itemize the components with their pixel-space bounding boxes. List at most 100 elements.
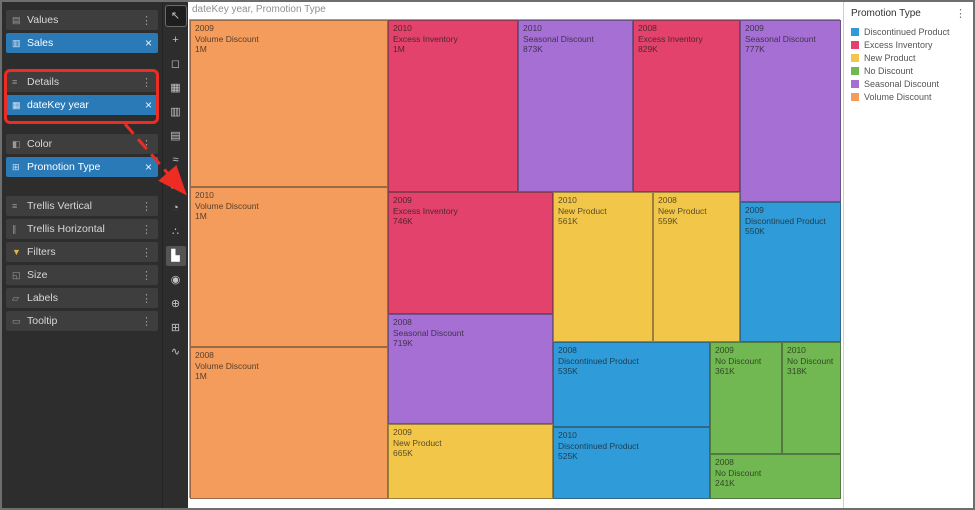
- treemap-tile-2008-seasonal-discount[interactable]: 2008 Seasonal Discount 719K: [388, 314, 553, 424]
- section-menu-icon[interactable]: ⋮: [141, 269, 152, 282]
- tile-value: 1M: [195, 371, 207, 381]
- tile-category: Excess Inventory: [638, 33, 703, 44]
- treemap-chart-tool-icon[interactable]: ▙: [165, 246, 186, 266]
- size-icon: ◱: [12, 269, 21, 280]
- map-chart-tool-icon[interactable]: ⊕: [170, 298, 181, 310]
- tile-value: 1M: [195, 44, 207, 54]
- tile-year: 2008: [715, 457, 734, 467]
- treemap-tile-2010-no-discount[interactable]: 2010 No Discount 318K: [782, 342, 841, 454]
- field-pill-label: dateKey year: [27, 99, 89, 111]
- bar-chart-tool-icon[interactable]: ▤: [170, 130, 181, 142]
- field-well-color[interactable]: ◧ Color ⋮: [6, 134, 158, 154]
- treemap-tile-2009-no-discount[interactable]: 2009 No Discount 361K: [710, 342, 782, 454]
- treemap-tile-2008-no-discount[interactable]: 2008 No Discount 241K: [710, 454, 841, 499]
- treemap-tile-2008-new-product[interactable]: 2008 New Product 559K: [653, 192, 740, 342]
- tile-category: Seasonal Discount: [745, 33, 816, 44]
- section-menu-icon[interactable]: ⋮: [141, 292, 152, 305]
- tile-value: 1M: [393, 44, 405, 54]
- tile-year: 2010: [558, 430, 577, 440]
- field-well-filters[interactable]: ▼ Filters ⋮: [6, 242, 158, 262]
- treemap-tile-2009-volume-discount[interactable]: 2009 Volume Discount 1M: [190, 20, 388, 187]
- grid-view-tool-icon[interactable]: ▦: [170, 82, 181, 94]
- pivot-table-tool-icon[interactable]: ⊞: [170, 322, 181, 334]
- field-well-labels[interactable]: ▱ Labels ⋮: [6, 288, 158, 308]
- treemap-tile-2008-excess-inventory[interactable]: 2008 Excess Inventory 829K: [633, 20, 740, 192]
- field-pill-promotion-type[interactable]: ⊞ Promotion Type ×: [6, 157, 158, 177]
- field-well-values[interactable]: ▤ Values ⋮: [6, 10, 158, 30]
- treemap-tile-2009-discontinued-product[interactable]: 2009 Discontinued Product 550K: [740, 202, 841, 342]
- field-well-trellis-horizontal[interactable]: ∥ Trellis Horizontal ⋮: [6, 219, 158, 239]
- treemap-tile-2010-discontinued-product[interactable]: 2010 Discontinued Product 525K: [553, 427, 710, 499]
- field-well-details[interactable]: ≡ Details ⋮: [6, 72, 158, 92]
- legend-item-excess-inventory[interactable]: Excess Inventory: [851, 40, 966, 50]
- field-pill-datekey-year[interactable]: ▦ dateKey year ×: [6, 95, 158, 115]
- tile-year: 2008: [658, 195, 677, 205]
- field-well-trellis-vertical[interactable]: ≡ Trellis Vertical ⋮: [6, 196, 158, 216]
- treemap-tile-2009-excess-inventory[interactable]: 2009 Excess Inventory 746K: [388, 192, 553, 314]
- field-well-size[interactable]: ◱ Size ⋮: [6, 265, 158, 285]
- section-menu-icon[interactable]: ⋮: [141, 200, 152, 213]
- section-menu-icon[interactable]: ⋮: [141, 223, 152, 236]
- treemap-tile-2009-seasonal-discount[interactable]: 2009 Seasonal Discount 777K: [740, 20, 841, 202]
- treemap: 2009 Volume Discount 1M 2010 Volume Discount…: [189, 19, 841, 499]
- legend-item-no-discount[interactable]: No Discount: [851, 66, 966, 76]
- treemap-tile-2010-excess-inventory[interactable]: 2010 Excess Inventory 1M: [388, 20, 518, 192]
- legend-menu-icon[interactable]: ⋮: [955, 8, 966, 20]
- legend-item-volume-discount[interactable]: Volume Discount: [851, 92, 966, 102]
- remove-field-icon[interactable]: ×: [144, 98, 152, 112]
- sparkline-tool-icon[interactable]: ∿: [170, 346, 181, 358]
- tile-year: 2010: [523, 23, 542, 33]
- doughnut-chart-tool-icon[interactable]: ◔: [172, 202, 179, 214]
- tile-year: 2009: [745, 23, 764, 33]
- tile-category: New Product: [558, 205, 607, 216]
- add-tool-icon[interactable]: +: [172, 34, 179, 46]
- calendar-icon: ▦: [12, 99, 21, 110]
- legend-label: Excess Inventory: [864, 40, 933, 50]
- treemap-tile-2009-new-product[interactable]: 2009 New Product 665K: [388, 424, 553, 499]
- scatter-chart-tool-icon[interactable]: ∴: [172, 226, 179, 238]
- treemap-tile-2008-volume-discount[interactable]: 2008 Volume Discount 1M: [190, 347, 388, 499]
- values-icon: ▤: [12, 14, 21, 25]
- legend-item-discontinued-product[interactable]: Discontinued Product: [851, 27, 966, 37]
- legend-item-new-product[interactable]: New Product: [851, 53, 966, 63]
- section-menu-icon[interactable]: ⋮: [141, 14, 152, 27]
- section-menu-icon[interactable]: ⋮: [141, 246, 152, 259]
- tile-category: Volume Discount: [195, 200, 259, 211]
- column-chart-tool-icon[interactable]: ▥: [170, 106, 181, 118]
- line-chart-tool-icon[interactable]: ≈: [172, 154, 179, 166]
- treemap-tile-2010-new-product[interactable]: 2010 New Product 561K: [553, 192, 653, 342]
- field-well-tooltip[interactable]: ▭ Tooltip ⋮: [6, 311, 158, 331]
- field-pill-sales[interactable]: ▥ Sales ×: [6, 33, 158, 53]
- tooltip-bubble-icon: ▭: [12, 315, 21, 326]
- treemap-tile-2010-volume-discount[interactable]: 2010 Volume Discount 1M: [190, 187, 388, 347]
- tile-year: 2009: [393, 195, 412, 205]
- pointer-tool-icon[interactable]: ↖: [164, 5, 187, 27]
- tile-value: 561K: [558, 216, 578, 226]
- legend-label: Seasonal Discount: [864, 79, 940, 89]
- radial-chart-tool-icon[interactable]: ◉: [170, 274, 181, 286]
- tile-year: 2010: [393, 23, 412, 33]
- tile-value: 777K: [745, 44, 765, 54]
- legend-label: New Product: [864, 53, 916, 63]
- remove-field-icon[interactable]: ×: [144, 36, 152, 50]
- tile-year: 2009: [195, 23, 214, 33]
- tile-value: 829K: [638, 44, 658, 54]
- sidebar-section-color: ◧ Color ⋮ ⊞ Promotion Type ×: [2, 134, 162, 177]
- marquee-select-tool-icon[interactable]: ◻: [170, 58, 181, 70]
- sidebar-section-trellis-horizontal: ∥ Trellis Horizontal ⋮: [2, 219, 162, 239]
- remove-field-icon[interactable]: ×: [144, 160, 152, 174]
- treemap-tile-2008-discontinued-product[interactable]: 2008 Discontinued Product 535K: [553, 342, 710, 427]
- legend-item-seasonal-discount[interactable]: Seasonal Discount: [851, 79, 966, 89]
- legend-title: Promotion Type: [851, 8, 921, 19]
- tile-category: No Discount: [787, 355, 834, 366]
- section-menu-icon[interactable]: ⋮: [141, 76, 152, 89]
- section-menu-icon[interactable]: ⋮: [141, 315, 152, 328]
- tile-year: 2008: [393, 317, 412, 327]
- area-chart-tool-icon[interactable]: ◪: [170, 178, 181, 190]
- sidebar-section-tooltip: ▭ Tooltip ⋮: [2, 311, 162, 331]
- sidebar-section-filters: ▼ Filters ⋮: [2, 242, 162, 262]
- field-well-label: Trellis Horizontal: [27, 223, 105, 235]
- section-menu-icon[interactable]: ⋮: [141, 138, 152, 151]
- labels-tag-icon: ▱: [12, 292, 19, 303]
- treemap-tile-2010-seasonal-discount[interactable]: 2010 Seasonal Discount 873K: [518, 20, 633, 192]
